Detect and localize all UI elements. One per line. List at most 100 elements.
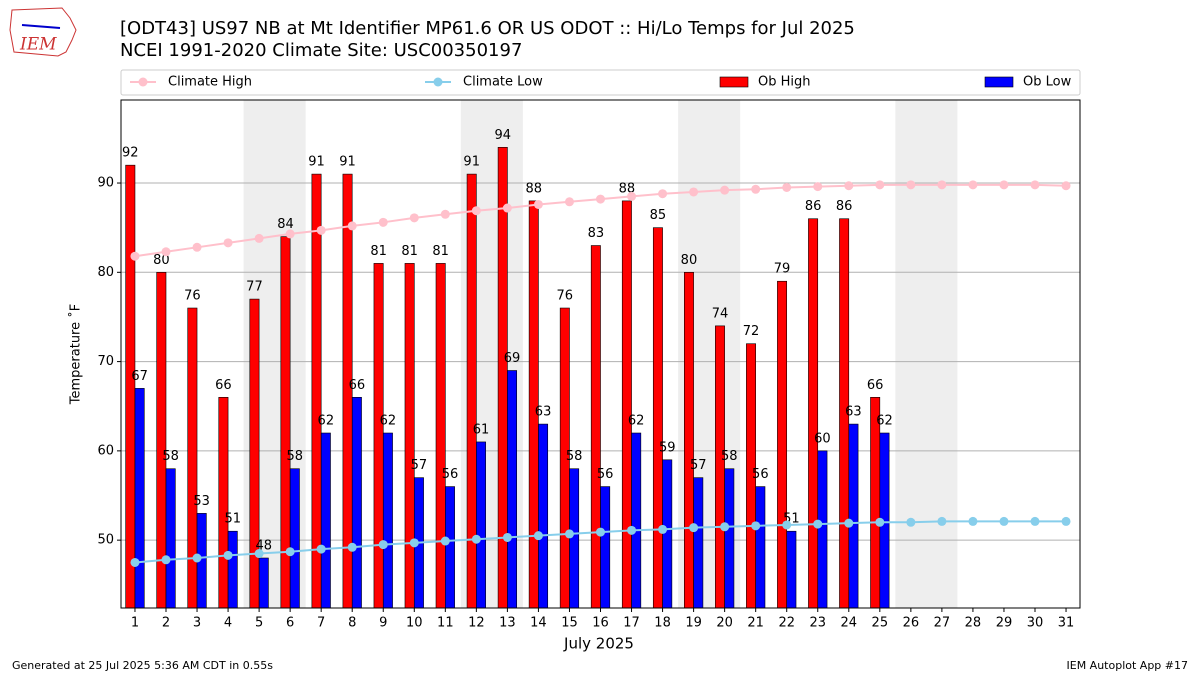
x-tick-label: 16 <box>592 616 609 631</box>
point <box>999 180 1009 190</box>
data-label: 58 <box>162 449 179 464</box>
x-tick-label: 4 <box>224 616 232 631</box>
point <box>782 182 792 192</box>
y-tick-label: 70 <box>97 354 114 369</box>
point <box>627 525 637 535</box>
x-tick-label: 15 <box>561 616 578 631</box>
data-label: 57 <box>690 458 707 473</box>
data-label: 53 <box>193 494 210 509</box>
data-label: 66 <box>349 378 366 393</box>
legend-label: Climate High <box>168 75 252 90</box>
data-label: 76 <box>557 289 574 304</box>
data-label: 51 <box>224 512 241 527</box>
logo-text: IEM <box>19 35 57 55</box>
chart-title: [ODT43] US97 NB at Mt Identifier MP61.6 … <box>120 18 855 39</box>
data-label: 56 <box>752 467 769 482</box>
y-tick-label: 50 <box>97 533 114 548</box>
data-label: 80 <box>681 253 698 268</box>
data-label: 81 <box>401 244 418 259</box>
footer-right: IEM Autoplot App #17 <box>1067 659 1189 672</box>
x-tick-label: 18 <box>654 616 671 631</box>
point <box>254 549 264 559</box>
bar <box>476 441 486 609</box>
x-tick-label: 25 <box>872 616 889 631</box>
point <box>813 519 823 529</box>
data-label: 66 <box>867 378 884 393</box>
bar <box>538 423 549 609</box>
y-tick-label: 60 <box>97 443 114 458</box>
point <box>161 247 171 257</box>
x-tick-label: 24 <box>841 616 858 631</box>
point <box>875 180 885 190</box>
legend-swatch <box>984 76 1014 88</box>
point <box>875 517 885 527</box>
plot-frame <box>120 99 1081 609</box>
data-label: 66 <box>215 378 232 393</box>
point <box>968 516 978 526</box>
x-tick-label: 9 <box>379 616 387 631</box>
point <box>689 187 699 197</box>
bar <box>320 432 331 609</box>
data-label: 74 <box>712 306 729 321</box>
bar <box>311 173 322 609</box>
bar <box>218 397 229 609</box>
bar <box>134 388 145 609</box>
point <box>378 540 388 550</box>
data-label: 56 <box>442 467 459 482</box>
point <box>627 191 637 201</box>
data-label: 61 <box>473 422 490 437</box>
point <box>906 517 916 527</box>
point <box>130 557 140 567</box>
data-label: 79 <box>774 262 791 277</box>
bar <box>590 245 601 609</box>
data-label: 63 <box>535 405 552 420</box>
point <box>844 181 854 191</box>
x-tick-label: 7 <box>317 616 325 631</box>
bar <box>652 227 663 609</box>
point <box>906 180 916 190</box>
y-tick-label: 90 <box>97 176 114 191</box>
chart-subtitle: NCEI 1991-2020 Climate Site: USC00350197 <box>120 40 522 61</box>
x-tick-label: 6 <box>286 616 294 631</box>
point <box>347 542 357 552</box>
bar <box>755 486 766 609</box>
point <box>782 520 792 530</box>
bar <box>125 164 136 609</box>
data-label: 91 <box>339 155 356 170</box>
bar <box>507 370 518 609</box>
point <box>378 217 388 227</box>
point <box>658 524 668 534</box>
point <box>192 553 202 563</box>
x-tick-label: 29 <box>996 616 1013 631</box>
point <box>1061 181 1071 191</box>
point <box>937 180 947 190</box>
point <box>440 209 450 219</box>
bar <box>187 307 198 609</box>
point <box>689 523 699 533</box>
legend-label: Ob Low <box>1023 75 1072 90</box>
data-label: 58 <box>287 449 304 464</box>
bar <box>373 263 384 609</box>
x-tick-label: 2 <box>162 616 170 631</box>
bar <box>724 468 735 609</box>
bar <box>445 486 455 609</box>
point <box>409 213 419 223</box>
point <box>192 242 202 252</box>
bar <box>165 468 176 609</box>
bar <box>786 530 797 609</box>
point <box>285 229 295 239</box>
legend-swatch <box>719 76 749 88</box>
x-tick-label: 13 <box>499 616 516 631</box>
data-label: 62 <box>318 414 335 429</box>
point <box>596 527 605 537</box>
data-label: 84 <box>277 217 294 232</box>
point <box>471 206 481 216</box>
x-tick-label: 19 <box>685 616 702 631</box>
point <box>533 531 543 541</box>
bar <box>693 477 704 609</box>
point <box>844 518 854 528</box>
point <box>502 203 512 213</box>
bar <box>404 263 415 609</box>
point <box>1061 516 1071 526</box>
point <box>1030 516 1040 526</box>
